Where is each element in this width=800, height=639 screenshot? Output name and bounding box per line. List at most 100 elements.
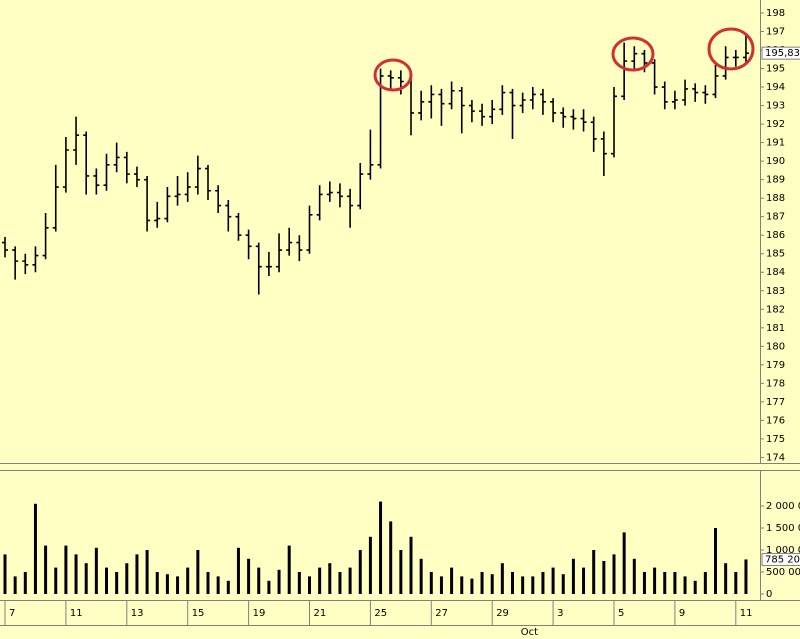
y-tick-label: 175 [766, 434, 785, 445]
ohlc-bar [326, 181, 333, 202]
volume-bar [622, 532, 626, 595]
volume-bar [267, 580, 271, 595]
volume-bar [165, 574, 169, 595]
last-value-box [761, 46, 800, 60]
volume-bar [632, 558, 636, 595]
ohlc-bar [448, 81, 455, 110]
ohlc-bar [12, 246, 19, 280]
y-tick-label: 183 [766, 286, 785, 297]
ohlc-bar [347, 188, 354, 228]
ohlc-bar [682, 79, 689, 106]
ohlc-bar [276, 233, 283, 273]
ohlc-bar [265, 251, 272, 276]
ohlc-bar [570, 109, 577, 130]
volume-bar [571, 558, 575, 595]
marks: 174 175 176 177 178 179 180 181 182 183 184 185 186 1… [2, 8, 800, 638]
ohlc-bar [286, 227, 293, 256]
volume-bar [33, 503, 37, 595]
volume-bar [368, 536, 372, 595]
ohlc-bar [742, 35, 749, 63]
ohlc-bar [611, 87, 617, 158]
volume-bar [480, 572, 484, 595]
y-tick-label: 177 [766, 397, 785, 408]
x-tick-label: 5 [618, 608, 624, 619]
volume-bar [500, 563, 504, 595]
ohlc-bar [113, 142, 120, 173]
x-tick-label: 3 [557, 608, 563, 619]
ohlc-bar [702, 85, 709, 104]
volume-bar [297, 572, 301, 595]
y-tick-label: 187 [766, 212, 785, 223]
volume-bar [287, 545, 291, 595]
volume-bar [673, 572, 677, 595]
ohlc-bar [336, 183, 343, 208]
y-tick-label: 0 [766, 589, 772, 600]
ohlc-bar [83, 131, 90, 195]
ohlc-bar [42, 212, 49, 260]
ohlc-bar [2, 237, 8, 258]
ohlc-bar [418, 90, 425, 121]
volume-bar [399, 550, 403, 595]
volume-bar [582, 567, 586, 595]
volume-bar [155, 572, 159, 595]
x-tick-label: 25 [374, 608, 387, 619]
volume-bar [328, 563, 332, 595]
volume-bar [247, 558, 251, 595]
ohlc-bar [509, 88, 516, 139]
last-value-box [761, 552, 800, 566]
y-tick-label: 194 [766, 82, 785, 93]
ohlc-bar [438, 88, 445, 126]
ohlc-bar [651, 59, 658, 95]
ohlc-bar [316, 185, 323, 221]
ohlc-bar [489, 100, 496, 125]
ohlc-bar [357, 162, 364, 210]
volume-bar [125, 563, 129, 595]
ohlc-bar [692, 83, 699, 102]
volume-bar [683, 576, 687, 595]
volume-bar [115, 572, 119, 595]
volume-bar [308, 576, 311, 595]
volume-bar [734, 572, 738, 595]
volume-bar [206, 572, 210, 595]
ohlc-bar [631, 46, 638, 69]
volume-bar [176, 576, 180, 595]
ohlc-bar [621, 42, 628, 101]
volume-bar [216, 576, 220, 595]
ohlc-bar [428, 85, 435, 119]
y-tick-label: 184 [766, 267, 785, 278]
volume-bar [23, 572, 27, 595]
volume-bar [54, 567, 58, 595]
volume-bar [64, 545, 68, 595]
ohlc-bar [52, 164, 59, 232]
ohlc-bar [225, 200, 232, 232]
y-tick-label: 186 [766, 230, 785, 241]
x-tick-label: 13 [131, 608, 144, 619]
ohlc-bar [712, 64, 719, 99]
ohlc-bar [468, 100, 475, 123]
volume-bar [703, 572, 707, 595]
ohlc-bar [164, 187, 171, 223]
ohlc-bar [671, 90, 678, 110]
y-tick-label: 1 500 000 [766, 523, 800, 534]
last-value-label: 785 209 [765, 554, 800, 565]
ohlc-bar [144, 175, 151, 232]
volume-bar [257, 567, 261, 595]
y-tick-label: 188 [766, 193, 785, 204]
y-tick-label: 2 000 000 [766, 501, 800, 512]
y-tick-label: 197 [766, 26, 785, 37]
ohlc-bar [580, 109, 587, 132]
volume-bar [642, 572, 646, 595]
ohlc-bar [32, 246, 39, 273]
x-tick-label: 11 [740, 608, 753, 619]
ohlc-bar [550, 98, 557, 123]
volume-bar [145, 550, 149, 595]
volume-bar [338, 572, 342, 595]
ohlc-bar [590, 116, 597, 152]
volume-bar [653, 567, 657, 595]
y-tick-label: 1 000 000 [766, 545, 800, 556]
volume-bar [663, 572, 667, 595]
volume-bar [348, 567, 352, 595]
volume-bar [714, 527, 717, 595]
ohlc-bar [103, 153, 110, 191]
